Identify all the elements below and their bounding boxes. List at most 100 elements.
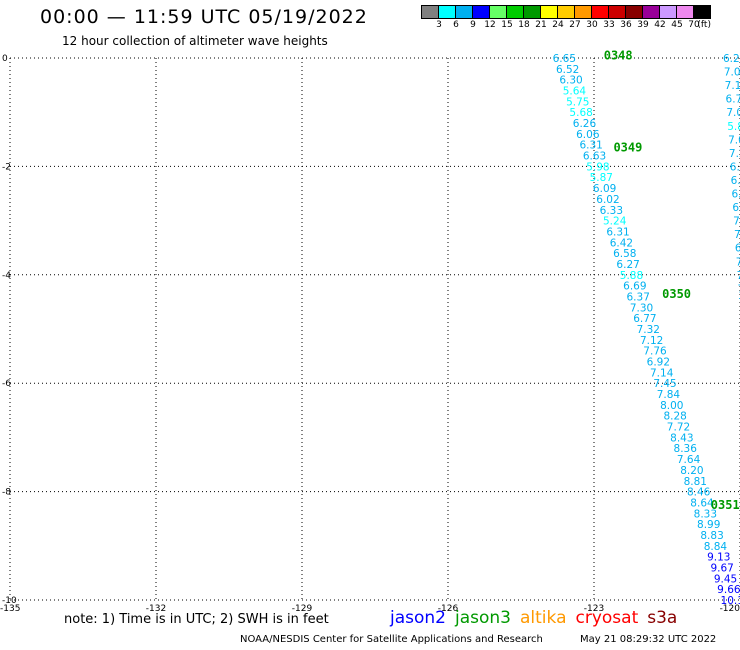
pass-label: 0348 [604, 48, 633, 62]
mission-cryosat: cryosat [575, 608, 639, 628]
wave-height-value: 6.02 [596, 194, 619, 206]
map-title: 00:00 — 11:59 UTC 05/19/2022 [40, 6, 368, 28]
wave-height-value: 8.36 [674, 443, 698, 455]
pass-label: 0351 [711, 498, 740, 512]
wave-height-value: 8.20 [680, 465, 703, 477]
legend-label: 24 [552, 20, 564, 30]
wave-height-value: 5.68 [569, 107, 592, 119]
wave-height-value: 7 [738, 297, 740, 309]
wave-height-value: 6.09 [593, 183, 616, 195]
wave-height-value: 5.98 [586, 161, 609, 173]
legend-label: 21 [535, 20, 547, 30]
wave-height-value: 7.84 [657, 389, 681, 401]
wave-height-value: 7. [734, 229, 740, 241]
lon-tick-label: -129 [292, 604, 313, 614]
legend-label: (ft) [697, 20, 711, 30]
wave-height-value: 6.42 [730, 161, 740, 173]
wave-height-value: 8.33 [694, 508, 717, 520]
wave-height-value: 7.12 [640, 335, 663, 347]
wave-height-value: 5.75 [566, 96, 589, 108]
wave-height-value: 6.31 [579, 140, 602, 152]
lat-tick-label: 0 [2, 54, 8, 64]
altimeter-tracks: 6.656.526.305.645.755.686.266.066.316.63… [553, 53, 740, 607]
wave-height-value: 6.33 [600, 205, 623, 217]
legend-label: 12 [484, 20, 496, 30]
wave-height-value: 6.27 [616, 259, 639, 271]
wave-height-value: 6. [735, 243, 740, 255]
wave-height-value: 7.32 [637, 324, 660, 336]
wave-height-value: 8.28 [663, 411, 686, 423]
legend-label: 36 [620, 20, 632, 30]
wave-height-value: 6.58 [731, 175, 740, 187]
lat-tick-label: -6 [2, 379, 11, 389]
wave-height-value: 8.83 [700, 530, 723, 542]
axis-ticks: 0 -2 -4 -6 -8 -10-135 -132 -129 -126 -123 -120 [0, 54, 740, 614]
lat-tick-label: -8 [2, 488, 11, 498]
wave-height-value: 8.00 [660, 400, 683, 412]
wave-height-value: 7.09 [724, 67, 740, 79]
wave-height-value: 9.66 [717, 584, 740, 596]
map-subtitle: 12 hour collection of altimeter wave hei… [62, 34, 328, 48]
wave-height-value: 7.13 [725, 80, 740, 92]
wave-height-value: 6.42 [610, 237, 633, 249]
lon-tick-label: -123 [584, 604, 604, 614]
wave-height-value: 7.64 [677, 454, 701, 466]
wave-height-value: 6.63 [583, 151, 606, 163]
mission-altika: altika [520, 608, 567, 628]
wave-height-value: 7.72 [667, 422, 690, 434]
wave-height-value: 6.92 [647, 357, 670, 369]
legend-swatch [693, 5, 711, 19]
lon-tick-label: -135 [0, 604, 20, 614]
wave-height-value: 6.26 [573, 118, 597, 130]
legend-label: 3 [436, 20, 442, 30]
wave-height-value: 9.45 [714, 573, 737, 585]
legend-label: 45 [671, 20, 683, 30]
map-grid [9, 57, 740, 601]
wave-height-value: 7. [737, 270, 740, 282]
wave-height-value: 5.87 [590, 172, 613, 184]
wave-height-value: 5.88 [620, 270, 643, 282]
wave-height-value: 5.86 [727, 121, 740, 133]
footer-note: note: 1) Time is in UTC; 2) SWH is in fe… [64, 612, 329, 627]
wave-height-value: 7.14 [650, 367, 674, 379]
legend-label: 15 [501, 20, 513, 30]
legend-label: 6 [453, 20, 459, 30]
color-legend: 3 6 9 12 15 18 21 24 27 30 33 36 39 42 45 70 (ft) [421, 5, 711, 34]
pass-label: 0349 [613, 140, 642, 154]
legend-label: 30 [586, 20, 598, 30]
lat-tick-label: -10 [2, 596, 17, 606]
wave-height-value: 8.46 [687, 487, 711, 499]
mission-s3a: s3a [647, 608, 678, 628]
wave-height-value: 5.64 [563, 86, 587, 98]
wave-height-value: 6.65 [553, 53, 576, 65]
wave-height-value: 7.21 [729, 148, 740, 160]
mission-jason3: jason3 [455, 608, 511, 628]
timestamp-text: May 21 08:29:32 UTC 2022 [580, 634, 717, 645]
wave-height-value: 8.84 [704, 541, 728, 553]
wave-height-value: 6.5 [731, 189, 740, 201]
wave-height-value: 5.24 [603, 216, 627, 228]
wave-height-value: 7 [737, 283, 740, 295]
wave-height-value: 9.13 [707, 552, 730, 564]
pass-label: 0350 [662, 287, 691, 301]
wave-height-value: 6.52 [556, 64, 579, 76]
legend-label: 33 [603, 20, 615, 30]
legend-label: 27 [569, 20, 581, 30]
wave-height-value: 8.81 [684, 476, 707, 488]
lat-tick-label: -4 [2, 271, 11, 281]
wave-height-value: 6.77 [726, 94, 740, 106]
wave-height-value: 6.23 [723, 53, 740, 65]
wave-height-value: 6.69 [623, 281, 646, 293]
mission-jason2: jason2 [390, 608, 446, 628]
legend-label: 39 [637, 20, 649, 30]
legend-labels: 3 6 9 12 15 18 21 24 27 30 33 36 39 42 45 70 (ft) [422, 20, 711, 34]
wave-height-value: 7.45 [653, 378, 676, 390]
wave-height-value: 8.43 [670, 432, 693, 444]
wave-height-value: 6.77 [633, 313, 656, 325]
legend-swatches [421, 5, 711, 19]
credit-text: NOAA/NESDIS Center for Satellite Applica… [240, 634, 543, 645]
lat-tick-label: -2 [2, 162, 11, 172]
wave-height-value: 6.31 [606, 226, 629, 238]
lon-tick-label: -126 [438, 604, 459, 614]
legend-label: 9 [470, 20, 476, 30]
